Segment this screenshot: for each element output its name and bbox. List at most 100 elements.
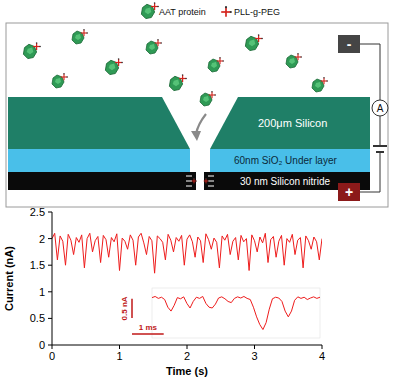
protein-icon — [146, 39, 162, 54]
schematic: AAT proteinPLL-g-PEG200μm Silicon60nm Si… — [6, 2, 388, 207]
peg-icon — [33, 42, 41, 50]
peg-chain — [182, 75, 183, 82]
peg-end — [182, 74, 184, 76]
arrow-head — [191, 131, 201, 141]
silicon-right — [210, 97, 370, 149]
electrode-label: + — [345, 184, 353, 200]
silicon-left — [8, 97, 190, 149]
peg-end — [118, 58, 120, 60]
schematic-frame — [6, 23, 388, 207]
peg-chain — [157, 40, 158, 46]
protein-icon — [52, 73, 68, 88]
y-tick-label: 0.5 — [30, 312, 45, 324]
wire — [360, 44, 380, 100]
pore-mark — [208, 186, 214, 187]
protein-icon — [23, 42, 41, 58]
y-tick — [48, 212, 52, 213]
protein-icon — [200, 91, 216, 106]
peg-chain — [63, 74, 64, 80]
peg-chain — [225, 7, 227, 17]
peg-icon — [255, 34, 263, 42]
peg-chain — [297, 54, 298, 60]
peg-end — [154, 2, 156, 4]
protein-highlight — [27, 48, 34, 55]
y-tick — [48, 345, 52, 346]
wire — [380, 116, 381, 146]
peg-end — [230, 11, 232, 13]
protein-icon — [312, 77, 328, 92]
peg-icon — [321, 77, 328, 84]
peg-chain — [118, 59, 119, 66]
peg-end — [326, 80, 327, 81]
peg-icon — [61, 73, 68, 80]
electrode-label: - — [347, 36, 352, 52]
y-tick-label: 2.5 — [30, 206, 45, 218]
pore-mark — [208, 181, 214, 182]
peg-end — [297, 53, 298, 54]
protein-highlight — [249, 40, 256, 47]
protein-highlight — [109, 64, 116, 71]
peg-chain — [83, 30, 84, 36]
protein-highlight — [149, 44, 155, 50]
peg-icon — [209, 91, 216, 98]
electrode-positive — [338, 183, 360, 201]
peg-icon — [115, 58, 123, 66]
peg-end — [222, 60, 223, 61]
peg-end — [160, 42, 161, 43]
pore-mark — [186, 181, 192, 182]
layer-label: 30 nm Silicon nitride — [240, 176, 330, 187]
y-tick — [48, 265, 52, 266]
x-tick-label: 0 — [49, 350, 55, 362]
electrode-negative — [338, 35, 360, 53]
y-tick — [48, 291, 52, 292]
inset: 0.5 nA1 ms — [108, 283, 324, 343]
scale-bar-vertical — [131, 299, 133, 318]
peg-end — [196, 180, 197, 181]
y-tick-label: 1.5 — [30, 259, 45, 271]
peg-chain — [206, 179, 207, 184]
protein-highlight — [289, 58, 295, 64]
peg-end — [63, 73, 64, 74]
peg-icon — [81, 29, 88, 36]
layer-label: 60nm SiO₂ Under layer — [234, 155, 337, 166]
inset-background — [108, 283, 324, 343]
protein-icon — [72, 29, 88, 44]
x-tick — [322, 345, 323, 349]
protein-highlight — [315, 82, 321, 88]
inset-frame — [152, 288, 320, 338]
y-tick-label: 2 — [39, 233, 45, 245]
protein-icon — [245, 34, 263, 50]
y-tick — [48, 318, 52, 319]
protein-highlight — [203, 96, 209, 102]
peg-chain — [211, 92, 212, 98]
current-trace — [52, 233, 322, 273]
protein-highlight — [145, 8, 152, 15]
peg-end — [83, 29, 84, 30]
peg-end — [214, 94, 215, 95]
peg-chain — [36, 43, 37, 50]
protein-icon — [169, 74, 187, 90]
inset-trace-group — [152, 296, 320, 329]
layer-label: 200μm Silicon — [258, 117, 327, 129]
x-tick — [52, 345, 53, 349]
sio2-right — [210, 149, 370, 172]
peg-icon — [151, 2, 159, 10]
peg-chain — [258, 35, 259, 42]
protein-icon — [208, 57, 224, 72]
y-axis-title: Current (nA) — [3, 246, 15, 311]
protein-highlight — [173, 80, 180, 87]
sio2-left — [8, 149, 190, 172]
peg-end — [300, 56, 301, 57]
peg-end — [208, 180, 209, 181]
peg-end — [39, 46, 41, 48]
peg-chain — [323, 78, 324, 84]
y-tick — [48, 238, 52, 239]
protein-highlight — [211, 62, 217, 68]
peg-end — [219, 57, 220, 58]
peg-icon — [221, 6, 232, 17]
x-tick-label: 2 — [184, 350, 190, 362]
scale-bar-label: 0.5 nA — [120, 296, 129, 320]
peg-icon — [204, 178, 209, 183]
pore-mark — [186, 186, 192, 187]
peg-icon — [155, 39, 162, 46]
